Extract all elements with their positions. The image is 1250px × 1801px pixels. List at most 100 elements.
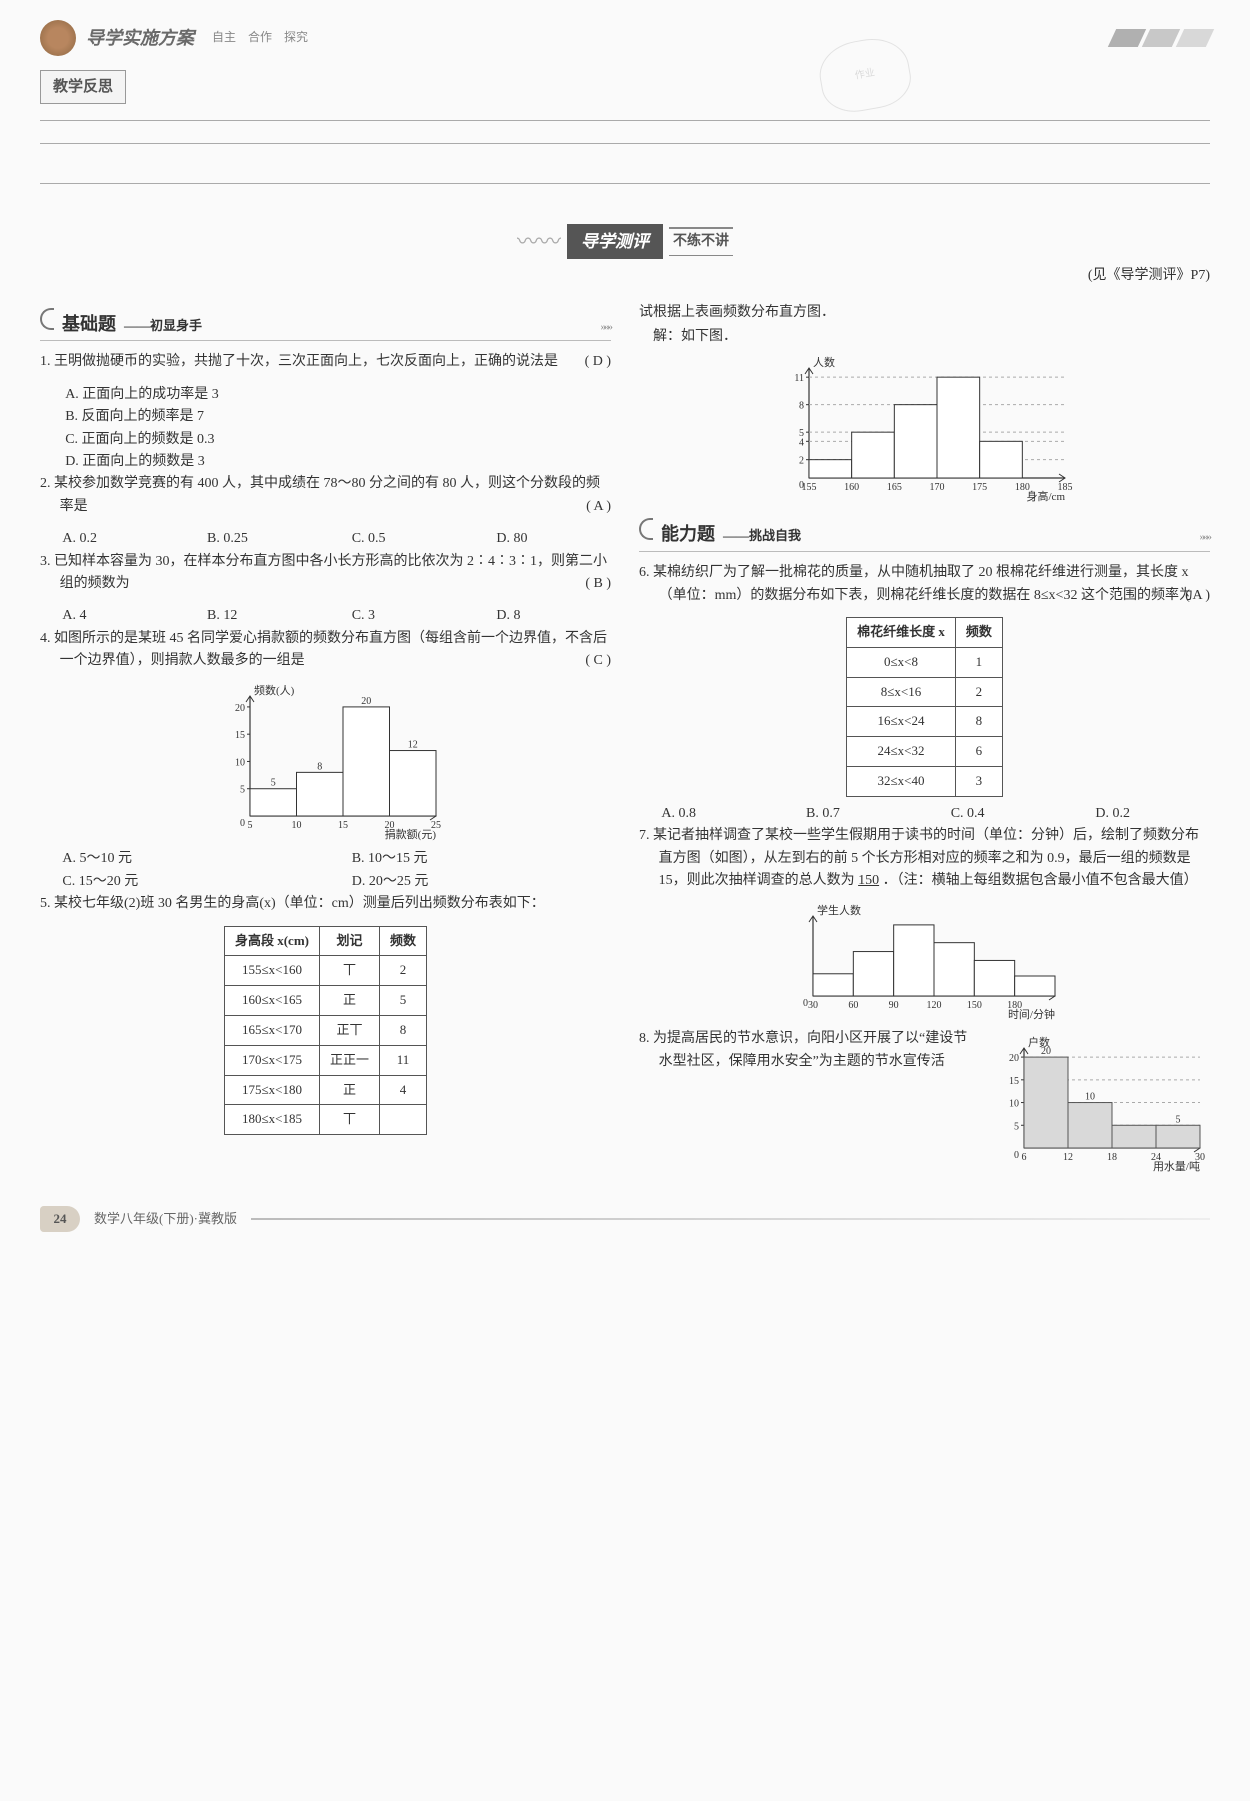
swirl-icon: 〰〰 xyxy=(517,224,561,259)
svg-text:5: 5 xyxy=(247,820,252,831)
q2-opt-c: C. 0.5 xyxy=(352,528,467,550)
q6-answer: ( A ) xyxy=(1205,585,1210,607)
footer-title: 数学八年级(下册)·冀教版 xyxy=(94,1209,237,1230)
footer-line xyxy=(251,1218,1210,1220)
q6-table: 棉花纤维长度 x频数0≤x<818≤x<16216≤x<24824≤x<3263… xyxy=(846,617,1003,797)
svg-text:5: 5 xyxy=(1176,1115,1181,1126)
q4-options-row1: A. 5～10 元 B. 10～15 元 xyxy=(40,848,611,870)
q3-opt-c: C. 3 xyxy=(352,605,467,627)
subhead-main: 基础题 xyxy=(62,310,116,339)
page-header: 导学实施方案 自主 合作 探究 xyxy=(40,20,1210,56)
svg-text:0: 0 xyxy=(1014,1150,1019,1161)
q5-continuation: 试根据上表画频数分布直方图． xyxy=(639,302,1210,324)
svg-text:用水量/吨: 用水量/吨 xyxy=(1153,1160,1200,1173)
curl-icon xyxy=(40,308,54,330)
q6-opt-a: A. 0.8 xyxy=(661,803,776,825)
q7-chart: 306090120150180学生人数时间/分钟0 xyxy=(639,902,1210,1022)
q4-opt-c: C. 15～20 元 xyxy=(62,871,321,893)
page-number: 24 xyxy=(40,1206,80,1232)
svg-text:5: 5 xyxy=(799,429,804,440)
svg-text:150: 150 xyxy=(966,1000,981,1011)
q4-opt-a: A. 5～10 元 xyxy=(62,848,321,870)
svg-text:30: 30 xyxy=(808,1000,818,1011)
svg-text:0: 0 xyxy=(803,998,808,1009)
svg-text:5: 5 xyxy=(270,778,275,789)
svg-text:120: 120 xyxy=(926,1000,941,1011)
q6-opt-c: C. 0.4 xyxy=(951,803,1066,825)
svg-text:8: 8 xyxy=(799,401,804,412)
svg-text:90: 90 xyxy=(888,1000,898,1011)
reference-note: (见《导学测评》P7) xyxy=(40,265,1210,287)
subhead-main: 能力题 xyxy=(661,520,715,549)
q5-chart: 245811155160165170175180185人数身高/cm0 xyxy=(639,354,1210,504)
svg-text:时间/分钟: 时间/分钟 xyxy=(1007,1007,1054,1021)
ruled-line xyxy=(40,160,1210,184)
q2-text: 2. 某校参加数学竞赛的有 400 人，其中成绩在 78～80 分之间的有 80… xyxy=(40,476,600,513)
arrows-icon: »»» xyxy=(601,319,612,337)
svg-text:6: 6 xyxy=(1022,1152,1027,1163)
question-8: 8. 为提高居民的节水意识，向阳小区开展了以“建设节水型社区，保障用水安全”为主… xyxy=(639,1028,1210,1180)
question-4: 4. 如图所示的是某班 45 名同学爱心捐款额的频数分布直方图（每组含前一个边界… xyxy=(40,628,611,673)
section-tag: 教学反思 xyxy=(40,70,126,104)
svg-text:10: 10 xyxy=(235,758,245,769)
svg-text:身高/cm: 身高/cm xyxy=(1026,489,1065,503)
svg-text:8: 8 xyxy=(317,762,322,773)
svg-text:15: 15 xyxy=(338,820,348,831)
q6-text: 6. 某棉纺织厂为了解一批棉花的质量，从中随机抽取了 20 根棉花纤维进行测量，… xyxy=(639,565,1193,602)
svg-text:12: 12 xyxy=(1063,1152,1073,1163)
basic-subhead: 基础题 ——初显身手 »»» xyxy=(40,308,611,342)
svg-text:20: 20 xyxy=(235,703,245,714)
svg-text:2: 2 xyxy=(799,456,804,467)
q2-answer: ( A ) xyxy=(606,496,611,518)
header-stripes xyxy=(1112,29,1210,47)
q1-opt-c: C. 正面向上的频数是 0.3 xyxy=(65,429,611,451)
question-7: 7. 某记者抽样调查了某校一些学生假期用于读书的时间（单位：分钟）后，绘制了频数… xyxy=(639,825,1210,892)
logo-icon xyxy=(40,20,76,56)
banner-title: 导学测评 xyxy=(567,224,663,259)
svg-text:0: 0 xyxy=(240,818,245,829)
svg-text:10: 10 xyxy=(1009,1099,1019,1110)
subhead-sub: ——挑战自我 xyxy=(723,526,801,547)
svg-text:户数: 户数 xyxy=(1028,1035,1050,1049)
svg-text:20: 20 xyxy=(361,696,371,707)
left-column: 基础题 ——初显身手 »»» 1. 王明做抛硬币的实验，共抛了十次，三次正面向上… xyxy=(40,302,611,1181)
q4-options-row2: C. 15～20 元 D. 20～25 元 xyxy=(40,871,611,893)
question-2: 2. 某校参加数学竞赛的有 400 人，其中成绩在 78～80 分之间的有 80… xyxy=(40,473,611,518)
curl-icon xyxy=(639,518,653,540)
svg-text:5: 5 xyxy=(240,785,245,796)
svg-text:175: 175 xyxy=(972,482,987,493)
q4-text: 4. 如图所示的是某班 45 名同学爱心捐款额的频数分布直方图（每组含前一个边界… xyxy=(40,631,607,668)
svg-text:10: 10 xyxy=(291,820,301,831)
q2-opt-b: B. 0.25 xyxy=(207,528,322,550)
svg-text:捐款额(元): 捐款额(元) xyxy=(384,827,436,841)
svg-text:170: 170 xyxy=(929,482,944,493)
svg-text:人数: 人数 xyxy=(813,356,835,369)
q4-answer: ( C ) xyxy=(605,650,611,672)
svg-text:学生人数: 学生人数 xyxy=(817,903,861,917)
q5-text: 5. 某校七年级(2)班 30 名男生的身高(x)（单位：cm）测量后列出频数分… xyxy=(40,896,545,911)
ruled-line xyxy=(40,120,1210,144)
svg-text:0: 0 xyxy=(799,480,804,491)
q1-opt-a: A. 正面向上的成功率是 3 xyxy=(65,384,611,406)
banner-tail: 不练不讲 xyxy=(669,227,733,256)
right-column: 试根据上表画频数分布直方图． 解：如下图． 245811155160165170… xyxy=(639,302,1210,1181)
question-6: 6. 某棉纺织厂为了解一批棉花的质量，从中随机抽取了 20 根棉花纤维进行测量，… xyxy=(639,562,1210,607)
q3-answer: ( B ) xyxy=(605,573,611,595)
question-5: 5. 某校七年级(2)班 30 名男生的身高(x)（单位：cm）测量后列出频数分… xyxy=(40,893,611,915)
q4-opt-b: B. 10～15 元 xyxy=(352,848,611,870)
svg-text:15: 15 xyxy=(1009,1076,1019,1087)
q6-options: A. 0.8 B. 0.7 C. 0.4 D. 0.2 xyxy=(639,803,1210,825)
ability-subhead: 能力题 ——挑战自我 »»» xyxy=(639,518,1210,552)
svg-text:11: 11 xyxy=(794,374,804,385)
q1-opt-d: D. 正面向上的频数是 3 xyxy=(65,451,611,473)
question-3: 3. 已知样本容量为 30，在样本分布直方图中各小长方形高的比依次为 2∶4∶3… xyxy=(40,551,611,596)
q1-answer: ( D ) xyxy=(604,351,611,373)
svg-text:20: 20 xyxy=(1009,1053,1019,1064)
q2-opt-d: D. 80 xyxy=(496,528,611,550)
svg-text:12: 12 xyxy=(407,740,417,751)
svg-text:160: 160 xyxy=(844,482,859,493)
question-1: 1. 王明做抛硬币的实验，共抛了十次，三次正面向上，七次反面向上，正确的说法是 … xyxy=(40,351,611,373)
q3-text: 3. 已知样本容量为 30，在样本分布直方图中各小长方形高的比依次为 2∶4∶3… xyxy=(40,554,607,591)
q1-text: 1. 王明做抛硬币的实验，共抛了十次，三次正面向上，七次反面向上，正确的说法是 xyxy=(40,354,558,369)
header-subtitle: 自主 合作 探究 xyxy=(212,28,308,47)
